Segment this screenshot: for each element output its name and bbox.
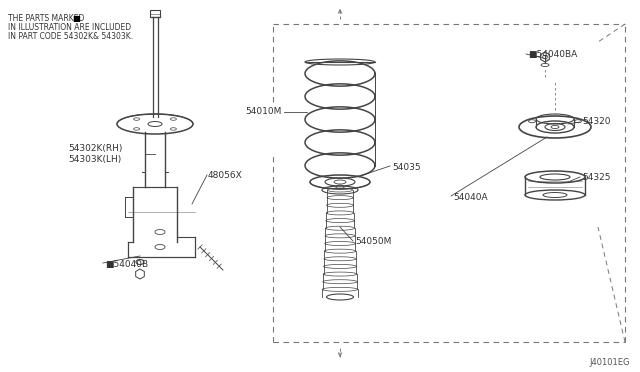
Text: 54325: 54325: [582, 173, 611, 182]
Text: 54302K(RH)
54303K(LH): 54302K(RH) 54303K(LH): [68, 144, 122, 164]
Text: IN ILLUSTRATION ARE INCLUDED: IN ILLUSTRATION ARE INCLUDED: [8, 23, 131, 32]
Text: J40101EG: J40101EG: [589, 358, 630, 367]
Text: 54040A: 54040A: [453, 192, 488, 202]
Text: 54320: 54320: [582, 118, 611, 126]
Text: ■54040BA: ■54040BA: [528, 49, 577, 58]
Text: ■54040B: ■54040B: [105, 260, 148, 269]
Text: THE PARTS MARKED: THE PARTS MARKED: [8, 14, 87, 23]
Text: 54010M: 54010M: [246, 108, 282, 116]
Text: 48056X: 48056X: [208, 171, 243, 180]
Text: ■: ■: [72, 14, 81, 23]
Text: 54050M: 54050M: [355, 237, 392, 247]
Text: 54035: 54035: [392, 163, 420, 171]
Text: IN PART CODE 54302K& 54303K.: IN PART CODE 54302K& 54303K.: [8, 32, 133, 41]
